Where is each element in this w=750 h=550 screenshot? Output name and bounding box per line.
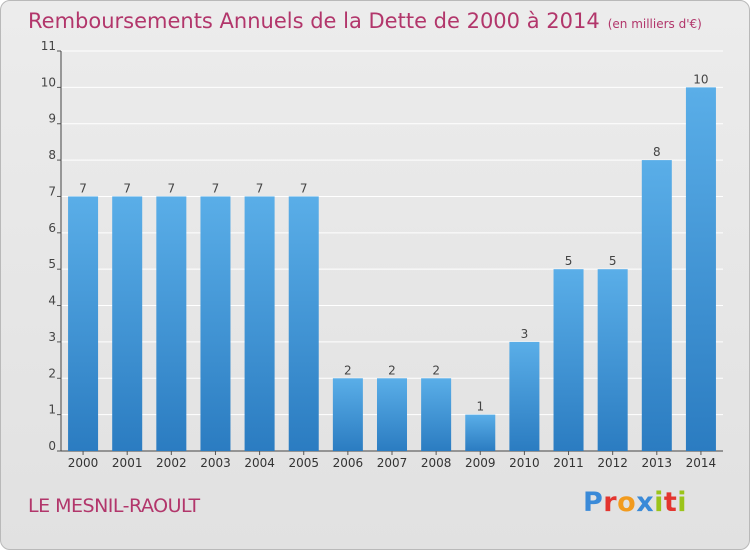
proxiti-logo: Proxiti: [583, 487, 687, 518]
x-tick-label: 2011: [553, 456, 584, 470]
bar-2014: [685, 87, 716, 451]
x-tick-label: 2005: [288, 456, 319, 470]
bar-value-label: 2: [344, 363, 352, 377]
bar-2000: [68, 196, 99, 451]
y-tick-label: 1: [48, 403, 56, 417]
bar-value-label: 10: [693, 72, 708, 86]
logo-letter: r: [603, 487, 618, 518]
bar-value-label: 7: [79, 181, 87, 195]
x-tick-label: 2003: [200, 456, 231, 470]
bar-2009: [465, 414, 496, 451]
bar-value-label: 1: [476, 400, 484, 414]
x-tick-label: 2000: [68, 456, 99, 470]
bar-2011: [553, 269, 584, 451]
y-tick-label: 11: [41, 39, 56, 53]
y-tick-label: 8: [48, 148, 56, 162]
bar-value-label: 2: [388, 363, 396, 377]
bar-value-label: 7: [123, 181, 131, 195]
bar-2004: [244, 196, 275, 451]
x-tick-label: 2013: [642, 456, 673, 470]
x-tick-label: 2010: [509, 456, 540, 470]
town-name: LE MESNIL-RAOULT: [28, 495, 200, 517]
logo-letter: i: [677, 487, 688, 518]
y-tick-label: 3: [48, 330, 56, 344]
bar-2010: [509, 341, 540, 451]
y-tick-label: 2: [48, 366, 56, 380]
y-tick-label: 6: [48, 221, 56, 235]
bar-value-label: 8: [653, 145, 661, 159]
bar-value-label: 7: [168, 181, 176, 195]
bar-2002: [156, 196, 187, 451]
bar-2013: [641, 160, 672, 451]
bar-value-label: 7: [256, 181, 264, 195]
x-tick-label: 2008: [421, 456, 452, 470]
y-tick-label: 4: [48, 294, 56, 308]
logo-letter: x: [636, 487, 655, 518]
y-tick-label: 10: [41, 75, 56, 89]
bar-2008: [421, 378, 452, 451]
x-tick-label: 2007: [377, 456, 408, 470]
bar-2003: [200, 196, 231, 451]
bar-value-label: 5: [565, 254, 573, 268]
y-tick-label: 7: [48, 184, 56, 198]
logo-letter: o: [617, 487, 637, 518]
y-tick-label: 0: [48, 439, 56, 453]
x-tick-label: 2004: [244, 456, 275, 470]
x-tick-label: 2002: [156, 456, 187, 470]
bar-2005: [288, 196, 319, 451]
bar-value-label: 5: [609, 254, 617, 268]
bar-value-label: 7: [212, 181, 220, 195]
bar-2006: [332, 378, 363, 451]
bar-2001: [112, 196, 143, 451]
bar-value-label: 3: [521, 327, 529, 341]
x-tick-label: 2014: [686, 456, 717, 470]
chart-title: Remboursements Annuels de la Dette de 20…: [28, 9, 702, 33]
x-tick-label: 2006: [333, 456, 364, 470]
logo-letter: i: [654, 487, 664, 518]
chart-unit: (en milliers d'€): [607, 17, 702, 31]
y-tick-label: 5: [48, 257, 56, 271]
chart-title-text: Remboursements Annuels de la Dette de 20…: [28, 9, 600, 33]
x-tick-label: 2009: [465, 456, 496, 470]
bar-value-label: 2: [432, 363, 440, 377]
x-tick-label: 2001: [112, 456, 143, 470]
x-tick-label: 2012: [597, 456, 628, 470]
logo-letter: t: [663, 487, 678, 518]
logo-letter: P: [583, 487, 604, 518]
bar-2012: [597, 269, 628, 451]
y-tick-label: 9: [48, 112, 56, 126]
bar-value-label: 7: [300, 181, 308, 195]
bar-2007: [376, 378, 408, 451]
